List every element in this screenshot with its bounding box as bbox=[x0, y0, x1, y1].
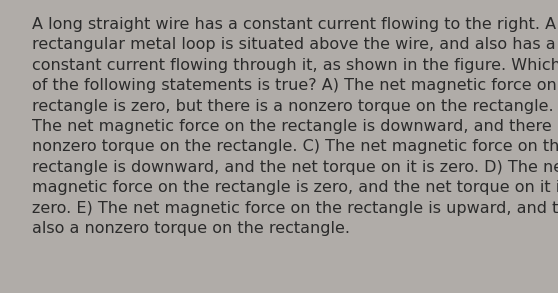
Text: A long straight wire has a constant current flowing to the right. A
rectangular : A long straight wire has a constant curr… bbox=[32, 17, 558, 236]
